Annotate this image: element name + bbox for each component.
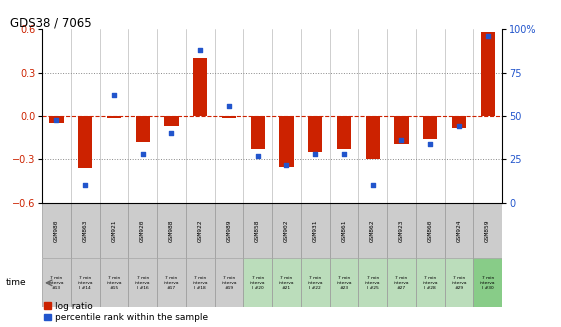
Bar	[157, 203, 186, 258]
Bar	[222, 116, 236, 117]
Bar	[416, 258, 445, 307]
Point	[138, 152, 147, 157]
Text: 7 min
interva
l #28: 7 min interva l #28	[422, 276, 438, 290]
Text: GSM863: GSM863	[82, 219, 88, 242]
Text: GSM989: GSM989	[227, 219, 232, 242]
Bar	[301, 203, 330, 258]
Bar	[214, 258, 243, 307]
Bar	[358, 258, 387, 307]
Point	[196, 48, 205, 53]
Bar	[186, 203, 214, 258]
Point	[109, 93, 118, 98]
Point	[339, 152, 348, 157]
Text: GSM931: GSM931	[312, 219, 318, 242]
Bar	[49, 116, 63, 123]
Bar	[164, 116, 178, 126]
Text: GSM862: GSM862	[370, 219, 375, 242]
Point	[52, 117, 61, 122]
Text: 7 min
interva
l #14: 7 min interva l #14	[77, 276, 93, 290]
Text: 7 min
interva
l #18: 7 min interva l #18	[192, 276, 208, 290]
Bar	[423, 116, 438, 139]
Bar	[42, 258, 71, 307]
Point	[426, 141, 435, 146]
Text: GSM924: GSM924	[457, 219, 462, 242]
Bar	[337, 116, 351, 149]
Legend: log ratio, percentile rank within the sample: log ratio, percentile rank within the sa…	[44, 302, 208, 322]
Bar	[416, 203, 445, 258]
Text: 7 min
interva
#15: 7 min interva #15	[106, 276, 122, 290]
Bar	[279, 116, 293, 167]
Bar	[243, 258, 272, 307]
Bar	[308, 116, 323, 152]
Bar	[481, 32, 495, 116]
Point	[282, 162, 291, 167]
Bar	[330, 258, 358, 307]
Bar	[452, 116, 466, 128]
Text: 7 min
interva
#29: 7 min interva #29	[451, 276, 467, 290]
Bar	[100, 203, 128, 258]
Bar	[136, 116, 150, 142]
Text: GSM858: GSM858	[255, 219, 260, 242]
Point	[81, 183, 90, 188]
Bar	[473, 258, 502, 307]
Text: 7 min
interva
l #25: 7 min interva l #25	[365, 276, 380, 290]
Text: GSM921: GSM921	[112, 219, 117, 242]
Point	[224, 103, 233, 108]
Bar	[186, 258, 214, 307]
Point	[167, 131, 176, 136]
Bar	[473, 203, 502, 258]
Text: 7 min
interva
l #20: 7 min interva l #20	[250, 276, 265, 290]
Text: GDS38 / 7065: GDS38 / 7065	[10, 16, 91, 29]
Bar	[78, 116, 93, 168]
Bar	[387, 203, 416, 258]
Bar	[214, 203, 243, 258]
Bar	[243, 203, 272, 258]
Text: 7 min
interva
#21: 7 min interva #21	[279, 276, 294, 290]
Bar	[71, 203, 100, 258]
Point	[368, 183, 377, 188]
Text: GSM860: GSM860	[427, 219, 433, 242]
Point	[483, 34, 492, 39]
Bar	[128, 258, 157, 307]
Bar	[358, 203, 387, 258]
Bar	[272, 258, 301, 307]
Text: GSM920: GSM920	[140, 219, 145, 242]
Bar	[107, 116, 121, 117]
Bar	[366, 116, 380, 159]
Text: GSM980: GSM980	[54, 219, 59, 242]
Text: time: time	[6, 278, 26, 287]
Bar	[301, 258, 330, 307]
Text: 7 min
interva
l #30: 7 min interva l #30	[480, 276, 495, 290]
Bar	[330, 203, 358, 258]
Bar	[387, 258, 416, 307]
Bar	[272, 203, 301, 258]
Bar	[193, 58, 208, 116]
Bar	[128, 203, 157, 258]
Text: GSM861: GSM861	[342, 219, 347, 242]
Bar	[157, 258, 186, 307]
Bar	[394, 116, 408, 144]
Bar	[71, 258, 100, 307]
Text: GSM988: GSM988	[169, 219, 174, 242]
Text: GSM923: GSM923	[399, 219, 404, 242]
Text: GSM922: GSM922	[197, 219, 203, 242]
Point	[397, 138, 406, 143]
Text: 7 min
interva
l #16: 7 min interva l #16	[135, 276, 150, 290]
Bar	[42, 203, 71, 258]
Text: GSM902: GSM902	[284, 219, 289, 242]
Point	[454, 124, 463, 129]
Text: 7 min
interva
#17: 7 min interva #17	[164, 276, 179, 290]
Text: 7 min
interva
#13: 7 min interva #13	[49, 276, 64, 290]
Text: 7 min
interva
l #22: 7 min interva l #22	[307, 276, 323, 290]
Point	[311, 152, 320, 157]
Point	[253, 153, 262, 159]
Bar	[444, 203, 473, 258]
Text: 7 min
interva
#19: 7 min interva #19	[221, 276, 237, 290]
Bar	[100, 258, 128, 307]
Text: GSM859: GSM859	[485, 219, 490, 242]
Text: 7 min
interva
#23: 7 min interva #23	[336, 276, 352, 290]
Bar	[444, 258, 473, 307]
Bar	[251, 116, 265, 149]
Text: 7 min
interva
#27: 7 min interva #27	[394, 276, 409, 290]
